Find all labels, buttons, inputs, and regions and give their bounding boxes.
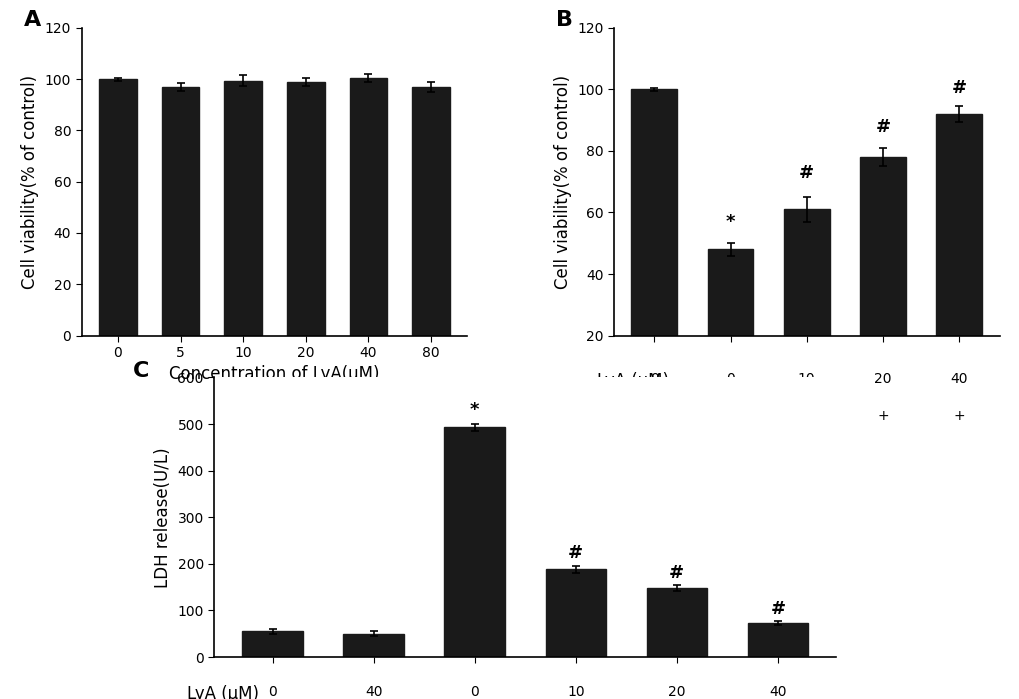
Text: +: + [953,410,964,424]
Text: LyA (μM): LyA (μM) [596,373,668,391]
Text: 10: 10 [797,373,815,387]
Bar [350,78,387,336]
Text: 0: 0 [268,685,277,699]
Text: C: C [133,361,150,381]
Bar [707,250,753,397]
Bar [243,631,303,657]
Text: B: B [555,10,573,29]
Text: OGD: OGD [596,410,635,427]
Text: #: # [568,545,583,563]
Bar [935,114,981,397]
Bar [343,634,404,657]
Text: #: # [668,564,684,582]
Bar [286,82,324,336]
Bar [646,588,706,657]
Text: *: * [470,401,479,419]
Bar [162,87,199,336]
Bar [444,427,504,657]
Text: +: + [800,410,812,424]
Text: LyA (μM): LyA (μM) [186,685,259,699]
Text: #: # [769,600,785,618]
Y-axis label: LDH release(U/L): LDH release(U/L) [154,447,171,588]
Bar [545,570,605,657]
Text: 40: 40 [365,685,382,699]
Text: *: * [726,213,735,231]
X-axis label: Concentration of LyA(μM): Concentration of LyA(μM) [169,366,379,384]
Bar [631,89,677,397]
Text: +: + [723,410,736,424]
Bar [859,157,905,397]
Bar [412,87,449,336]
Text: 10: 10 [567,685,584,699]
Y-axis label: Cell viability(% of control): Cell viability(% of control) [21,75,39,289]
Text: 0: 0 [649,373,658,387]
Bar [747,623,807,657]
Text: 0: 0 [470,685,479,699]
Text: #: # [874,117,890,136]
Bar [784,210,828,397]
Text: A: A [23,10,41,29]
Text: -: - [651,410,656,424]
Text: 0: 0 [726,373,734,387]
Text: #: # [951,79,966,97]
Bar [224,80,262,336]
Text: 40: 40 [950,373,967,387]
Y-axis label: Cell viability(% of control): Cell viability(% of control) [553,75,571,289]
Text: 40: 40 [768,685,786,699]
Text: +: + [876,410,888,424]
Text: 20: 20 [667,685,685,699]
Text: #: # [799,164,813,182]
Text: 20: 20 [873,373,891,387]
Bar [99,79,137,336]
